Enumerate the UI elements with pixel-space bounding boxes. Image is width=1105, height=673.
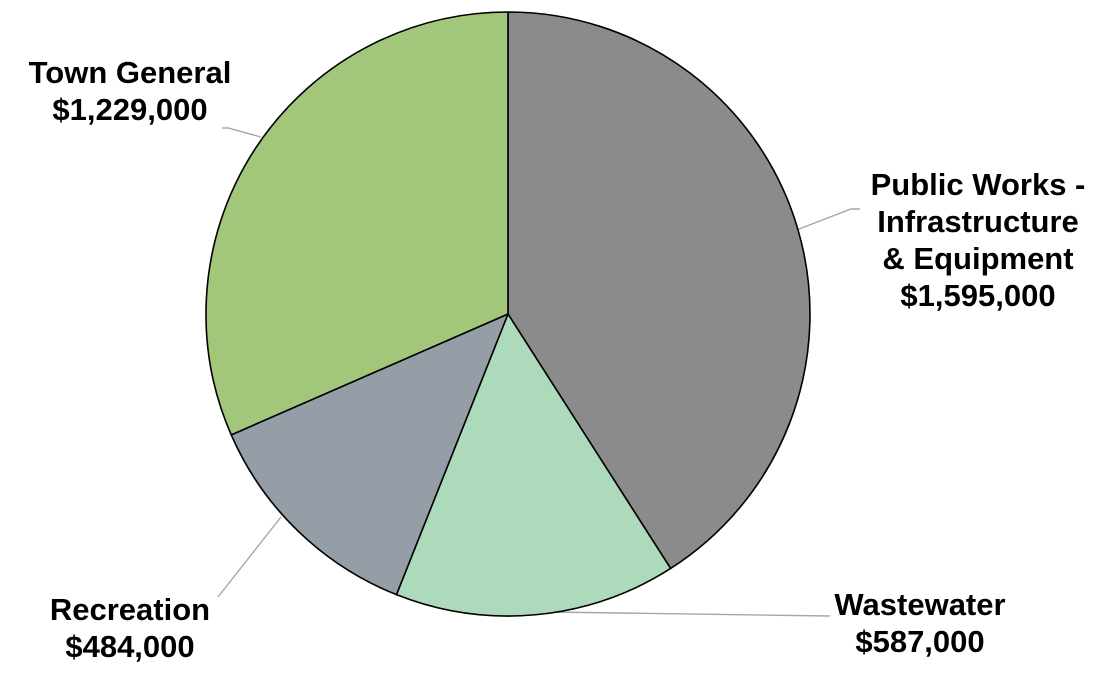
slice-label-line: & Equipment <box>882 241 1074 276</box>
data-label-recreation: Recreation $484,000 <box>10 591 250 665</box>
leader-lines <box>217 127 860 617</box>
leader-line-public-works <box>798 208 860 230</box>
slice-value: $587,000 <box>855 624 985 659</box>
slice-value: $484,000 <box>65 629 195 664</box>
pie-slice-wastewater <box>395 313 672 617</box>
slice-label-line: Infrastructure <box>877 204 1079 239</box>
leader-line-recreation <box>217 516 282 598</box>
pie-slice-recreation <box>230 313 509 596</box>
leader-line-town-general <box>222 127 262 138</box>
slice-label-line: Town General <box>28 55 232 90</box>
data-label-public-works: Public Works - Infrastructure & Equipmen… <box>858 166 1098 314</box>
slice-value: $1,229,000 <box>52 92 208 127</box>
pie-slice-public-works <box>507 11 811 570</box>
slice-label-line: Public Works - <box>870 167 1086 202</box>
data-label-wastewater: Wastewater $587,000 <box>800 586 1040 660</box>
slice-label-line: Recreation <box>49 592 211 627</box>
pie-slice-town-general <box>205 11 509 436</box>
data-label-town-general: Town General $1,229,000 <box>0 54 260 128</box>
slice-label-line: Wastewater <box>834 587 1006 622</box>
slice-value: $1,595,000 <box>900 278 1056 313</box>
pie-slices <box>205 11 811 617</box>
leader-line-wastewater <box>547 611 831 617</box>
